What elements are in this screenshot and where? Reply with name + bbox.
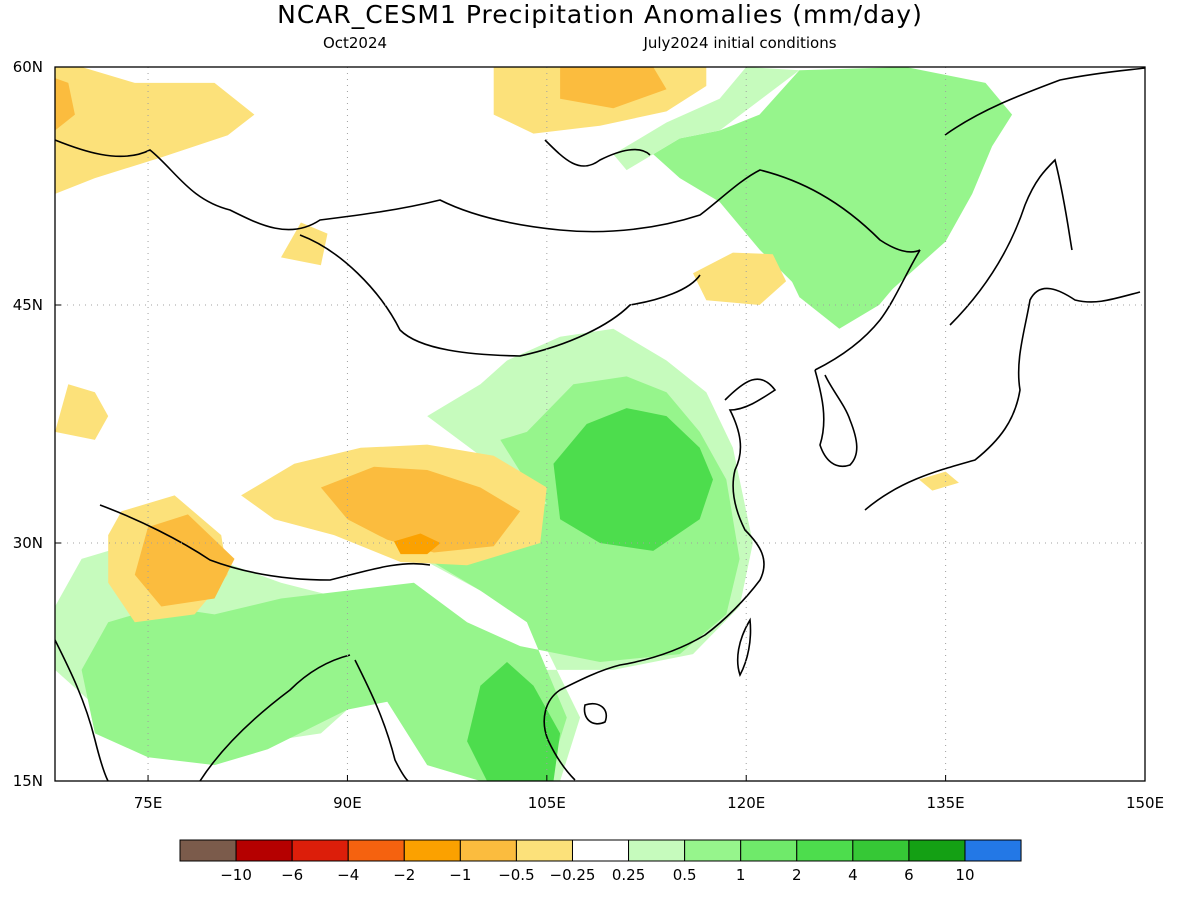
- axis-tick-labels: 75E 90E 105E 120E 135E 150E 15N 30N 45N 60N: [13, 58, 1164, 812]
- korea-border-line: [814, 249, 921, 371]
- colorbar-label: −10: [220, 866, 252, 884]
- coastlines-and-borders: [55, 67, 1145, 781]
- anomaly-region-baikal-north-dry-core: [560, 67, 667, 109]
- colorbar-swatch: [179, 839, 237, 862]
- colorbar-label: −6: [281, 866, 303, 884]
- india-west-coastline: [55, 639, 109, 781]
- anomaly-region-central-asia-dry: [55, 384, 109, 440]
- anomaly-region-manchuria-dry: [693, 252, 787, 305]
- india-east-coastline: [199, 654, 351, 781]
- gridlines: [55, 67, 1145, 781]
- colorbar-swatch: [964, 839, 1022, 862]
- map-frame: [54, 66, 1146, 782]
- lon-tick-label: 150E: [1126, 794, 1164, 812]
- anomaly-region-tibet-dry-core: [320, 466, 521, 553]
- lon-tick-label: 90E: [333, 794, 362, 812]
- colorbar-swatch: [459, 839, 517, 862]
- colorbar-swatch: [347, 839, 405, 862]
- anomaly-region-west-siberia-dry-core: [55, 78, 75, 131]
- anomaly-region-tibet-dry-max: [394, 533, 441, 555]
- initial-conditions: July2024 initial conditions: [643, 34, 837, 52]
- baikal-outline: [544, 139, 651, 167]
- color-legend: −10 −6 −4 −2 −1 −0.5 −0.25 0.25 0.5 1 2 4 6 10: [179, 839, 1022, 884]
- taiwan-outline: [736, 617, 752, 678]
- china-coastline: [543, 378, 777, 781]
- colorbar-label: 0.25: [612, 866, 645, 884]
- japan-coastline: [864, 287, 1141, 511]
- anomaly-fields: [55, 67, 1013, 781]
- lat-tick-label: 30N: [13, 534, 43, 552]
- colorbar-label: 6: [904, 866, 914, 884]
- colorbar-swatch: [235, 839, 293, 862]
- himalaya-border-line: [99, 504, 431, 581]
- colorbar-swatch: [908, 839, 966, 862]
- anomaly-region-kazakh-dry: [55, 67, 255, 194]
- anomaly-region-central-china-core: [553, 408, 713, 551]
- sakhalin-coastline: [949, 158, 1073, 326]
- colorbar-label: −1: [449, 866, 471, 884]
- colorbar-swatch: [571, 839, 630, 862]
- hainan-outline: [583, 703, 607, 725]
- colorbar-label: −0.5: [498, 866, 534, 884]
- lon-tick-label: 135E: [927, 794, 965, 812]
- lon-tick-label: 105E: [528, 794, 566, 812]
- colorbar-label: 0.5: [673, 866, 697, 884]
- colorbar-swatch: [628, 839, 686, 862]
- lon-tick-label: 75E: [134, 794, 163, 812]
- colorbar-label: −4: [337, 866, 359, 884]
- anomaly-region-northeast-wet: [772, 209, 906, 329]
- colorbar-label: 1: [736, 866, 746, 884]
- lat-tick-label: 15N: [13, 772, 43, 790]
- colorbar-label: 10: [955, 866, 974, 884]
- northern-border-line: [55, 139, 921, 253]
- colorbar-label: −0.25: [550, 866, 596, 884]
- lon-tick-label: 120E: [727, 794, 765, 812]
- valid-month: Oct2024: [322, 34, 388, 52]
- colorbar-swatch: [740, 839, 798, 862]
- colorbar-swatch: [291, 839, 349, 862]
- colorbar-label: 4: [848, 866, 858, 884]
- myanmar-coastline: [354, 659, 409, 781]
- colorbar-label: −2: [393, 866, 415, 884]
- anomaly-region-siberia-wet: [653, 67, 1013, 313]
- colorbar-swatch: [403, 839, 461, 862]
- anomaly-region-peninsula-wet: [467, 662, 561, 781]
- chart-title: NCAR_CESM1 Precipitation Anomalies (mm/d…: [277, 0, 923, 29]
- mongolia-south-border-line: [299, 234, 701, 357]
- colorbar-label: 2: [792, 866, 802, 884]
- anomaly-region-altai-dry: [281, 222, 328, 266]
- okhotsk-coastline: [944, 67, 1145, 136]
- anomaly-region-siberia-light-wet: [613, 67, 800, 171]
- anomaly-region-japan-dry: [919, 471, 959, 491]
- colorbar-swatch: [796, 839, 854, 862]
- colorbar-swatch: [852, 839, 910, 862]
- colorbar-swatch: [684, 839, 742, 862]
- anomaly-region-pakistan-dry-core: [134, 514, 235, 607]
- lat-tick-label: 45N: [13, 296, 43, 314]
- korea-peninsula-coastline: [814, 369, 858, 467]
- colorbar-swatch: [515, 839, 573, 862]
- lat-tick-label: 60N: [13, 58, 43, 76]
